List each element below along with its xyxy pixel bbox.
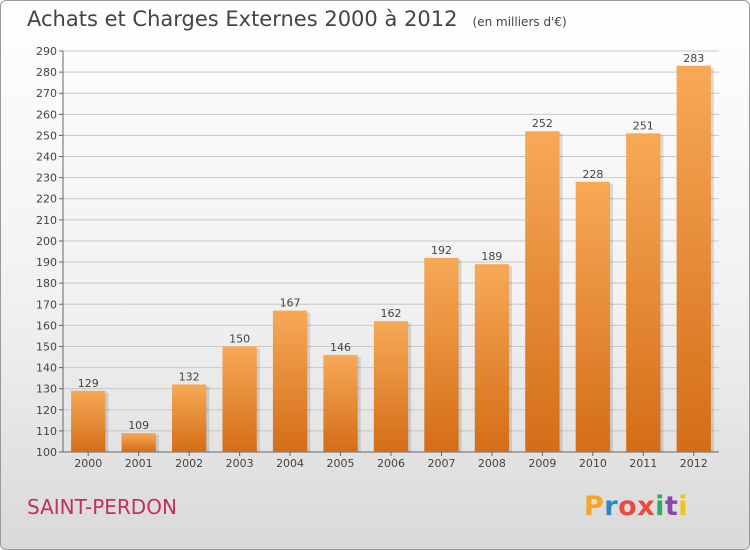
bar-value-label: 252 (532, 117, 553, 130)
x-tick-label: 2011 (629, 457, 657, 470)
bar (424, 257, 459, 452)
logo-letter: i (678, 491, 689, 522)
logo-letter: r (604, 491, 619, 522)
y-tick-label: 260 (36, 108, 57, 121)
chart-unit-text: (en milliers d'€) (472, 15, 567, 29)
logo-letter: P (584, 491, 605, 522)
x-tick-label: 2010 (579, 457, 607, 470)
x-tick-label: 2006 (377, 457, 405, 470)
x-tick-label: 2001 (125, 457, 153, 470)
bar-value-label: 150 (229, 332, 250, 345)
y-tick-label: 150 (36, 340, 57, 353)
x-tick-label: 2005 (327, 457, 355, 470)
x-tick-label: 2000 (74, 457, 102, 470)
x-tick-label: 2002 (175, 457, 203, 470)
proxiti-logo[interactable]: Proxiti (584, 491, 688, 522)
y-tick-label: 280 (36, 66, 57, 79)
y-tick-label: 200 (36, 235, 57, 248)
commune-name: SAINT-PERDON (27, 495, 177, 519)
x-tick-label: 2007 (427, 457, 455, 470)
y-tick-label: 220 (36, 193, 57, 206)
y-tick-label: 210 (36, 214, 57, 227)
y-tick-label: 140 (36, 362, 57, 375)
y-tick-label: 250 (36, 129, 57, 142)
y-tick-label: 230 (36, 172, 57, 185)
bar-value-label: 109 (128, 419, 149, 432)
x-tick-label: 2008 (478, 457, 506, 470)
y-tick-label: 160 (36, 319, 57, 332)
bar-value-label: 167 (280, 297, 301, 310)
bar (272, 310, 308, 452)
x-tick-label: 2004 (276, 457, 304, 470)
logo-letter: i (655, 491, 665, 522)
bar (71, 390, 106, 452)
y-tick-label: 120 (36, 404, 57, 417)
bar-value-label: 228 (582, 168, 603, 181)
bar (222, 346, 257, 452)
bar (171, 384, 207, 452)
bar (626, 133, 661, 452)
y-tick-label: 130 (36, 383, 57, 396)
bar (121, 433, 156, 452)
bar-value-label: 129 (78, 377, 99, 390)
bar (373, 321, 409, 452)
y-tick-label: 110 (36, 425, 57, 438)
logo-letter: o (618, 491, 638, 522)
bar-value-label: 189 (481, 250, 502, 263)
x-tick-label: 2009 (528, 457, 556, 470)
bars (71, 65, 714, 452)
y-tick-label: 240 (36, 151, 57, 164)
chart-title-text: Achats et Charges Externes 2000 à 2012 (27, 7, 458, 31)
bar (525, 131, 560, 452)
bar-value-label: 162 (381, 307, 402, 320)
y-tick-label: 270 (36, 87, 57, 100)
y-tick-label: 290 (36, 45, 57, 58)
logo-letter: t (664, 491, 679, 522)
bar (575, 181, 611, 452)
x-tick-label: 2003 (226, 457, 254, 470)
bar-value-label: 251 (633, 119, 654, 132)
y-tick-label: 170 (36, 298, 57, 311)
y-tick-label: 190 (36, 256, 57, 269)
x-tick-label: 2012 (680, 457, 708, 470)
y-tick-label: 180 (36, 277, 57, 290)
bar-value-label: 132 (179, 370, 200, 383)
chart-title: Achats et Charges Externes 2000 à 2012 (… (27, 7, 567, 31)
bar-value-label: 192 (431, 244, 452, 257)
labels: 100 110 120 130 140 150 160 170 180 190 200 210 220 2… (36, 45, 708, 470)
y-tick-label: 100 (36, 446, 57, 459)
bar-value-label: 146 (330, 341, 351, 354)
bar (323, 354, 358, 452)
bar (676, 65, 711, 452)
bar-value-label: 283 (683, 52, 704, 65)
logo-letter: x (637, 491, 656, 522)
bar (474, 264, 510, 452)
